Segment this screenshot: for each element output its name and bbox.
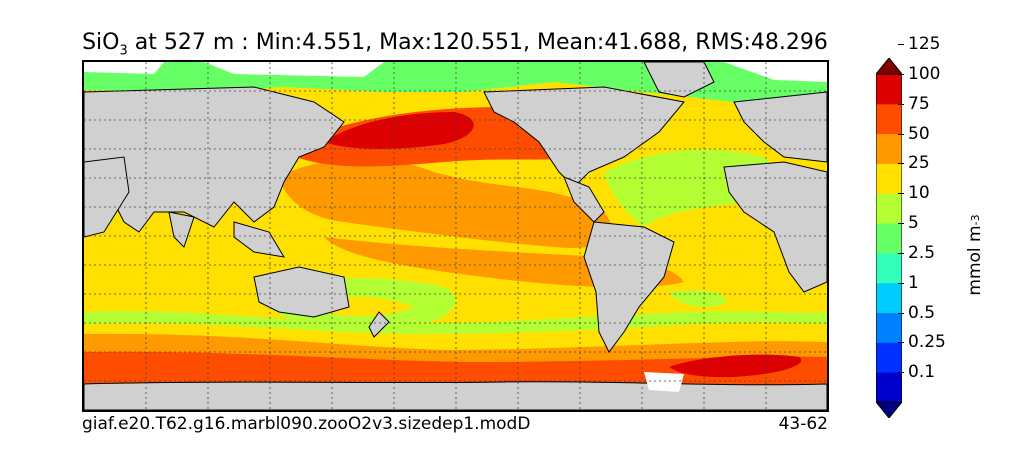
colorbar-tick-label: 5 xyxy=(908,213,919,234)
colorbar-under-triangle xyxy=(876,401,902,418)
colorbar-tick-mark xyxy=(898,163,904,165)
colorbar-tick-mark xyxy=(898,74,904,75)
colorbar-tick-label: 1 xyxy=(908,272,919,293)
colorbar-tick-mark xyxy=(898,193,904,195)
title-stats: at 527 m : Min:4.551, Max:120.551, Mean:… xyxy=(127,30,828,55)
colorbar-tick-mark xyxy=(898,133,904,135)
colorbar-tick-label: 100 xyxy=(908,64,941,84)
colorbar-tick-label: 0.1 xyxy=(908,362,936,383)
colorbar-tick-label: 75 xyxy=(908,93,930,114)
land-south-america xyxy=(583,221,675,353)
colorbar-unit-label: mmol m -3 xyxy=(960,214,990,295)
colorbar-segment xyxy=(876,312,902,343)
colorbar-tick-mark xyxy=(898,342,904,344)
land-nz xyxy=(368,311,390,338)
land-central-america xyxy=(563,176,605,223)
pacific-orange-50 xyxy=(279,159,612,248)
colorbar-tick-mark xyxy=(898,312,904,314)
sea-ice xyxy=(84,62,827,392)
land-europe xyxy=(733,91,827,163)
colorbar-tick-mark xyxy=(898,372,904,374)
colorbar-tick-label: 0.25 xyxy=(908,332,946,353)
land-greenland xyxy=(643,62,715,98)
colorbar-tick-mark xyxy=(898,103,904,105)
map-canvas xyxy=(84,62,827,410)
southern-100 xyxy=(669,354,802,378)
colorbar-tick-label: 0.5 xyxy=(908,302,936,323)
title-subscript: 3 xyxy=(119,43,128,59)
graticule xyxy=(84,62,827,410)
colorbar-tick-label: 50 xyxy=(908,123,930,144)
colorbar-over-triangle xyxy=(876,58,902,75)
colorbar-segment xyxy=(876,372,902,403)
colorbar-segment xyxy=(876,193,902,224)
colorbar-segment xyxy=(876,282,902,314)
land-se-asia xyxy=(233,221,285,258)
land-india xyxy=(168,211,195,248)
colorbar-tick-label: 2.5 xyxy=(908,242,936,263)
colorbar-segment xyxy=(876,252,902,284)
map-title: SiO3 at 527 m : Min:4.551, Max:120.551, … xyxy=(0,30,910,58)
colorbar-tick-label: 10 xyxy=(908,183,930,204)
atlantic-south-10 xyxy=(669,290,726,307)
colorbar-segment xyxy=(876,223,902,254)
land-australia xyxy=(253,266,350,318)
colorbar-tick-mark xyxy=(898,252,904,254)
colorbar-tick-mark xyxy=(898,282,904,284)
title-species: SiO xyxy=(82,30,120,55)
colorbar xyxy=(876,58,902,418)
colorbar-segment xyxy=(876,74,902,105)
npac-100 xyxy=(324,112,474,149)
colorbar-tick-mark xyxy=(898,44,904,46)
colorbar-segment xyxy=(876,163,902,194)
unit-sup: -3 xyxy=(968,214,982,226)
colorbar-tick-mark xyxy=(898,223,904,225)
year-range: 43-62 xyxy=(778,414,828,434)
land-africa xyxy=(723,161,827,293)
colorbar-tick-label: 25 xyxy=(908,153,930,174)
colorbar-segment xyxy=(876,103,902,135)
colorbar-segment xyxy=(876,342,902,373)
land-antarctica xyxy=(84,381,827,410)
land-eurasia xyxy=(84,86,345,233)
colorbar-segment xyxy=(876,133,902,164)
land-africa-west xyxy=(84,156,130,238)
case-name: giaf.e20.T62.g16.marbl090.zooO2v3.sizede… xyxy=(82,414,531,434)
map-panel xyxy=(82,60,829,412)
unit-main: mmol m xyxy=(965,225,985,296)
colorbar-tick-label: 125 xyxy=(908,34,941,55)
